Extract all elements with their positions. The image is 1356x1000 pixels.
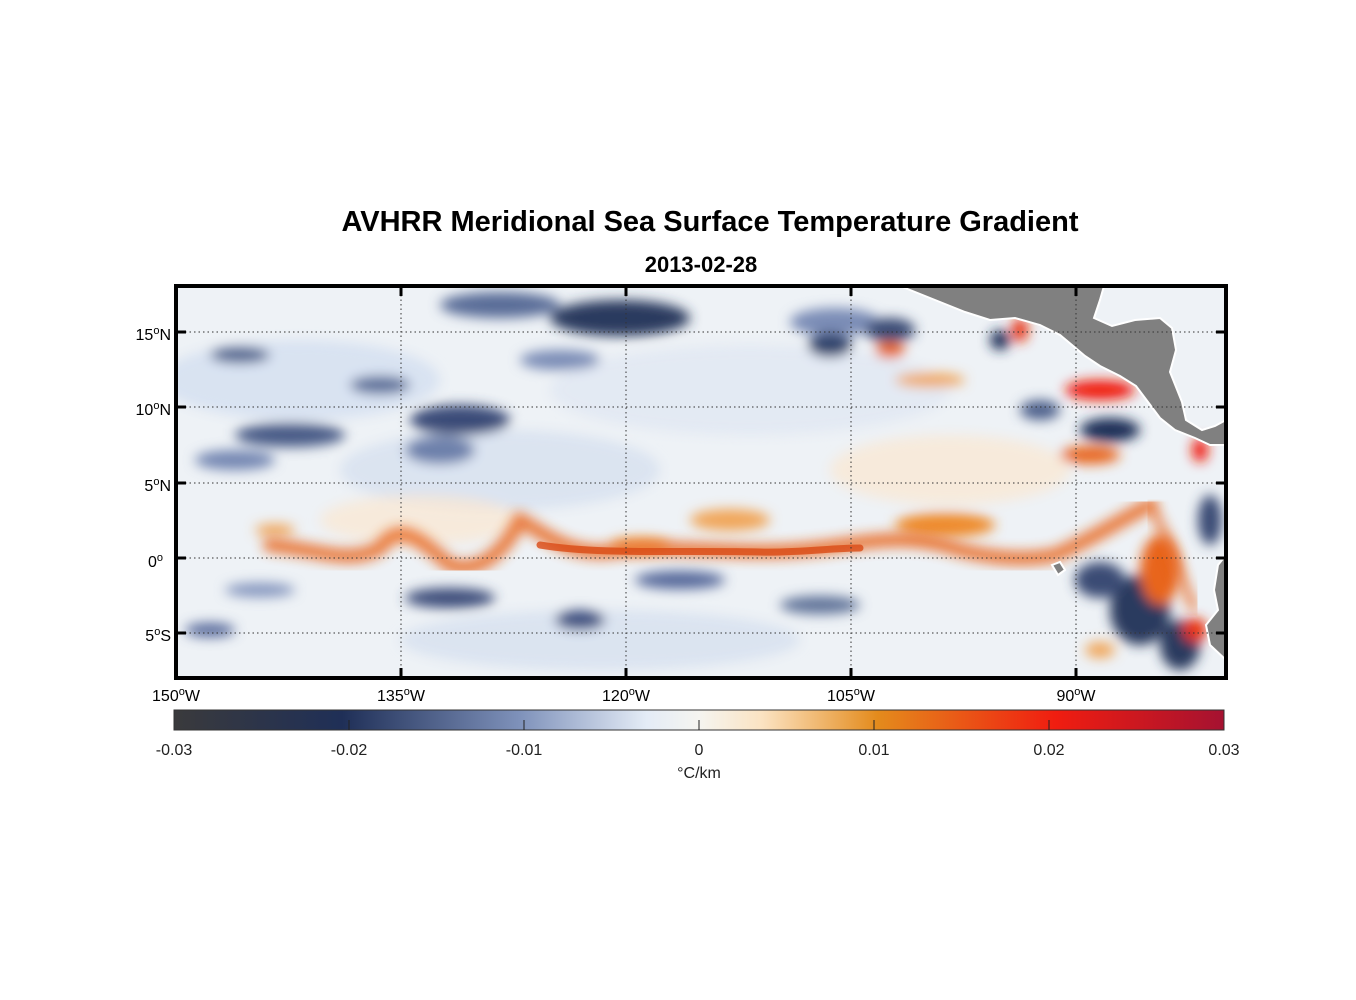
colorbar-tick-label: 0: [695, 742, 704, 759]
lon-labels: 150oW 135oW 120oW 105oW 90oW: [152, 686, 1096, 705]
gradient-field: [176, 292, 1222, 670]
lat-label-10n: 10oN: [136, 400, 171, 419]
lon-label-90w: 90oW: [1056, 686, 1096, 705]
colorbar-tick-label: 0.01: [858, 742, 889, 759]
lon-label-135w: 135oW: [377, 686, 426, 705]
colorbar-tick-label: 0.03: [1208, 742, 1239, 759]
chart-title: AVHRR Meridional Sea Surface Temperature…: [341, 206, 1079, 238]
lon-label-120w: 120oW: [602, 686, 651, 705]
chart-subtitle: 2013-02-28: [644, 252, 758, 277]
colorbar-tick-label: 0.02: [1033, 742, 1064, 759]
equatorial-front-core: [536, 541, 864, 556]
land-galapagos: [1050, 560, 1067, 577]
colorbar-tick-label: -0.01: [506, 742, 543, 759]
colorbar: -0.03 -0.02 -0.01 0 0.01 0.02 0.03 °C/km: [156, 709, 1240, 782]
land-central-america: [899, 286, 1226, 446]
lon-label-150w: 150oW: [152, 686, 201, 705]
colorbar-tick-label: -0.02: [331, 742, 368, 759]
lat-label-0: 0o: [148, 552, 163, 571]
lat-label-5s: 5oS: [145, 626, 171, 645]
lat-labels: 15oN 10oN 5oN 0o 5oS: [136, 325, 171, 645]
coastal-front: [1145, 502, 1200, 613]
lon-label-105w: 105oW: [827, 686, 876, 705]
lat-label-5n: 5oN: [144, 476, 171, 495]
colorbar-ticks: [348, 720, 1050, 730]
colorbar-units: °C/km: [677, 765, 721, 782]
map-area: [174, 284, 1228, 680]
colorbar-tick-label: -0.03: [156, 742, 193, 759]
lat-label-15n: 15oN: [136, 325, 171, 344]
map-frame: [174, 284, 1228, 680]
